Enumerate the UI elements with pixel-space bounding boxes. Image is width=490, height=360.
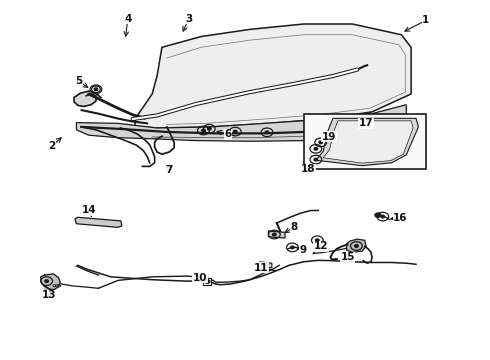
Bar <box>304 114 426 169</box>
Text: 14: 14 <box>82 206 97 216</box>
Circle shape <box>316 239 319 242</box>
Polygon shape <box>75 217 122 227</box>
Text: 2: 2 <box>49 141 56 151</box>
Circle shape <box>45 280 49 282</box>
Circle shape <box>265 131 269 134</box>
Text: 5: 5 <box>75 76 82 86</box>
Text: 16: 16 <box>393 213 408 222</box>
Text: 4: 4 <box>124 14 131 24</box>
Polygon shape <box>269 231 285 238</box>
Circle shape <box>202 129 205 132</box>
Text: 18: 18 <box>301 164 316 174</box>
Circle shape <box>233 130 237 133</box>
Text: 11: 11 <box>254 263 269 273</box>
Polygon shape <box>316 118 418 166</box>
Text: 19: 19 <box>322 132 336 142</box>
Text: 6: 6 <box>224 129 231 139</box>
Text: 8: 8 <box>290 222 297 232</box>
Circle shape <box>205 280 210 283</box>
Polygon shape <box>135 24 411 128</box>
Circle shape <box>355 245 358 247</box>
Circle shape <box>319 141 322 144</box>
Text: 9: 9 <box>299 245 306 255</box>
Polygon shape <box>346 239 366 252</box>
Circle shape <box>381 215 385 218</box>
Polygon shape <box>323 121 413 163</box>
Polygon shape <box>41 274 60 289</box>
Circle shape <box>263 263 269 267</box>
Text: 10: 10 <box>193 273 207 283</box>
Polygon shape <box>260 262 272 268</box>
Polygon shape <box>76 105 406 141</box>
Bar <box>203 278 211 285</box>
Text: 17: 17 <box>359 118 373 128</box>
Text: 12: 12 <box>314 241 328 251</box>
Circle shape <box>95 88 98 90</box>
Circle shape <box>314 148 318 150</box>
Circle shape <box>314 158 318 161</box>
Polygon shape <box>74 91 101 107</box>
Text: 1: 1 <box>422 15 429 26</box>
Circle shape <box>375 213 381 217</box>
Polygon shape <box>45 286 55 297</box>
Text: 7: 7 <box>166 165 173 175</box>
Circle shape <box>272 233 276 236</box>
Text: 15: 15 <box>341 252 355 262</box>
Text: 3: 3 <box>185 14 193 24</box>
Text: 13: 13 <box>41 291 56 301</box>
Circle shape <box>208 127 211 130</box>
Circle shape <box>291 246 294 249</box>
Circle shape <box>94 88 98 91</box>
